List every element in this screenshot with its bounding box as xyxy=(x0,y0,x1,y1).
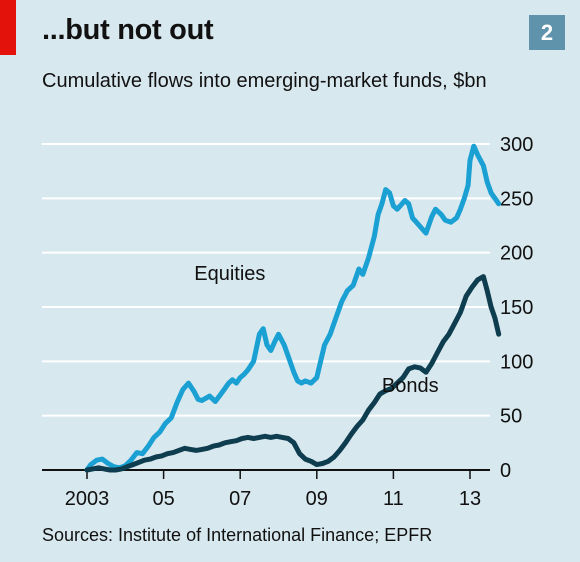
x-tick-label-05: 05 xyxy=(152,488,174,510)
series-labels: Equities Bonds xyxy=(194,263,438,397)
bonds-series-line xyxy=(84,274,502,473)
y-tick-label-250: 250 xyxy=(500,188,533,210)
x-tick-label-11: 11 xyxy=(383,488,404,510)
gridlines xyxy=(42,143,490,417)
red-accent-tab xyxy=(0,0,16,55)
x-tick-label-2003: 2003 xyxy=(65,488,110,510)
y-tick-label-50: 50 xyxy=(500,406,522,428)
y-tick-label-300: 300 xyxy=(500,134,533,156)
equities-series-line xyxy=(84,143,502,473)
bonds-series-label: Bonds xyxy=(382,375,439,397)
y-tick-label-150: 150 xyxy=(500,297,533,319)
chart-subtitle: Cumulative flows into emerging-market fu… xyxy=(42,70,487,92)
x-tick-label-09: 09 xyxy=(306,488,328,510)
y-axis-tick-labels: 0 50 100 150 200 250 300 xyxy=(500,134,533,482)
x-tick-label-13: 13 xyxy=(459,488,481,510)
equities-series-label: Equities xyxy=(194,263,265,285)
chart-number-badge: 2 xyxy=(529,15,565,50)
y-tick-label-100: 100 xyxy=(500,351,533,373)
x-tick-label-07: 07 xyxy=(229,488,251,510)
y-tick-label-200: 200 xyxy=(500,243,533,265)
chart-source: Sources: Institute of International Fina… xyxy=(42,525,433,545)
x-axis: 2003 05 07 09 11 13 xyxy=(42,469,490,510)
chart-title: ...but not out xyxy=(42,14,214,46)
series-lines xyxy=(84,143,502,473)
y-tick-label-0: 0 xyxy=(500,460,511,482)
